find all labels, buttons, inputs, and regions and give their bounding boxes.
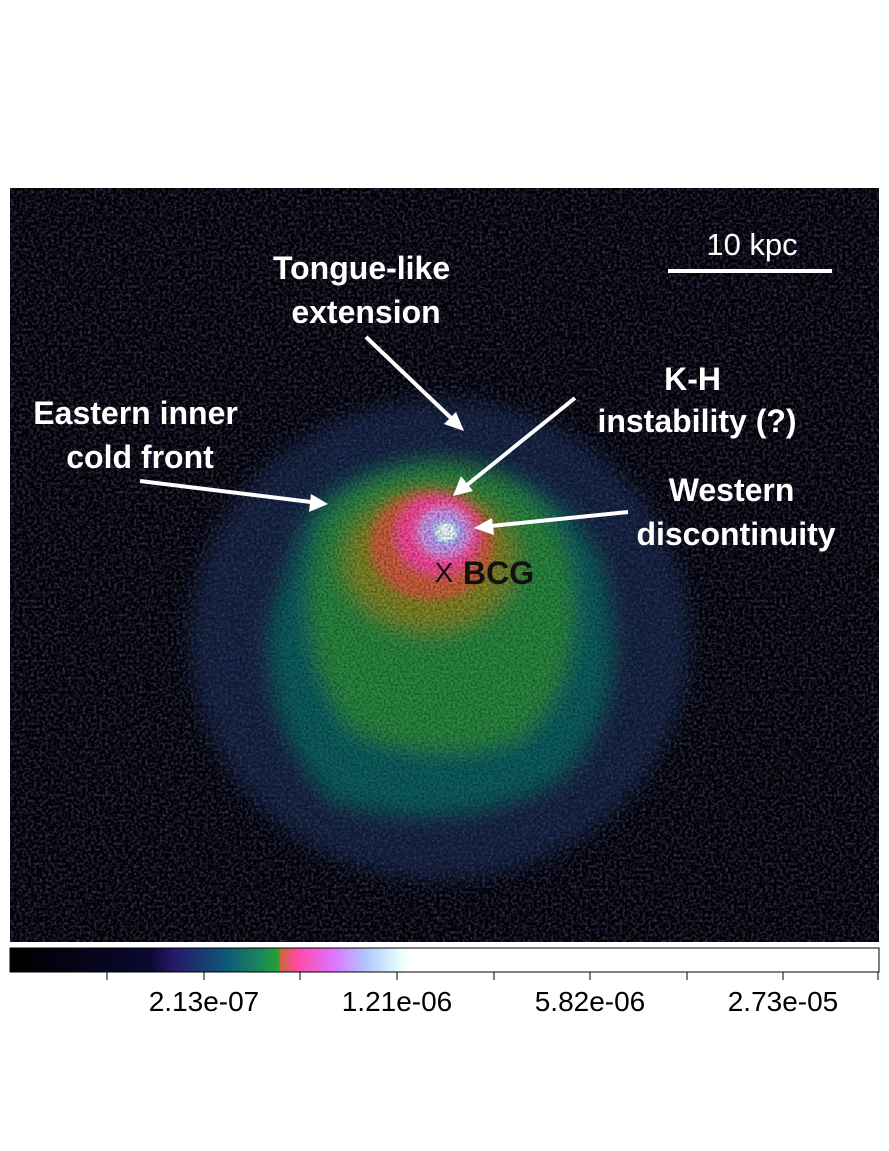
colorbar-tick-label: 1.21e-06 bbox=[342, 986, 453, 1017]
bcg-marker: X bbox=[435, 557, 454, 588]
eastern-label-line1: Eastern inner bbox=[33, 395, 238, 431]
kh-label-line2: instability (?) bbox=[597, 403, 796, 439]
tongue-label-line1: Tongue-like bbox=[273, 250, 450, 286]
tongue-label-line2: extension bbox=[291, 294, 440, 330]
western-label: Western discontinuity bbox=[636, 472, 835, 552]
pixel-speckle bbox=[10, 188, 879, 942]
kh-arrow bbox=[453, 396, 577, 496]
colorbar: 2.13e-07 1.21e-06 5.82e-06 2.73e-05 bbox=[9, 947, 880, 1017]
tongue-arrow bbox=[364, 335, 464, 431]
colorbar-tick-label: 2.13e-07 bbox=[149, 986, 260, 1017]
scale-bar-label: 10 kpc bbox=[706, 227, 797, 262]
western-label-line2: discontinuity bbox=[636, 516, 835, 552]
colorbar-gradient bbox=[9, 947, 880, 973]
bcg-label: BCG bbox=[463, 555, 534, 591]
kh-label: K-H instability (?) bbox=[597, 361, 796, 439]
western-arrow bbox=[474, 510, 629, 535]
eastern-label: Eastern inner cold front bbox=[33, 395, 246, 475]
xray-image: 10 kpc Tongue-like extension K-H instabi… bbox=[10, 188, 879, 942]
kh-label-line1: K-H bbox=[664, 361, 721, 397]
colorbar-ticks bbox=[106, 972, 879, 980]
eastern-label-line2: cold front bbox=[66, 439, 214, 475]
colorbar-tick-label: 5.82e-06 bbox=[535, 986, 646, 1017]
western-label-line1: Western bbox=[669, 472, 795, 508]
tongue-label: Tongue-like extension bbox=[273, 250, 459, 330]
colorbar-tick-label: 2.73e-05 bbox=[728, 986, 839, 1017]
eastern-arrow bbox=[139, 479, 328, 512]
